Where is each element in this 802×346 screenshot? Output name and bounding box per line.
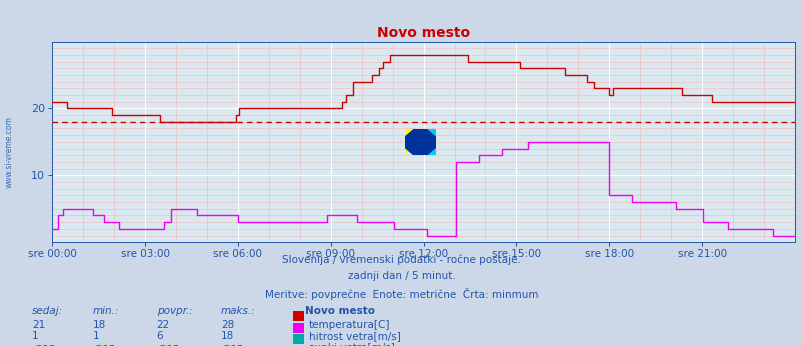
Title: Novo mesto: Novo mesto [377, 26, 469, 40]
Text: 6: 6 [156, 331, 163, 342]
Text: Meritve: povprečne  Enote: metrične  Črta: minmum: Meritve: povprečne Enote: metrične Črta:… [265, 288, 537, 300]
Text: zadnji dan / 5 minut.: zadnji dan / 5 minut. [347, 271, 455, 281]
Text: Slovenija / vremenski podatki - ročne postaje.: Slovenija / vremenski podatki - ročne po… [282, 254, 520, 265]
Text: 1: 1 [32, 331, 38, 342]
Polygon shape [419, 129, 435, 155]
Text: Novo mesto: Novo mesto [305, 306, 375, 316]
Text: -nan: -nan [32, 343, 55, 346]
Text: sunki vetra[m/s]: sunki vetra[m/s] [309, 343, 395, 346]
Text: 18: 18 [221, 331, 234, 342]
Text: 1: 1 [92, 331, 99, 342]
Text: min.:: min.: [92, 306, 119, 316]
Text: maks.:: maks.: [221, 306, 255, 316]
Text: 28: 28 [221, 320, 234, 330]
Text: sedaj:: sedaj: [32, 306, 63, 316]
Text: temperatura[C]: temperatura[C] [309, 320, 390, 330]
Text: 22: 22 [156, 320, 170, 330]
Polygon shape [404, 129, 419, 155]
Text: 18: 18 [92, 320, 106, 330]
Text: 21: 21 [32, 320, 46, 330]
Text: www.si-vreme.com: www.si-vreme.com [5, 116, 14, 188]
Text: hitrost vetra[m/s]: hitrost vetra[m/s] [309, 331, 400, 342]
Text: povpr.:: povpr.: [156, 306, 192, 316]
Text: -nan: -nan [221, 343, 244, 346]
Text: -nan: -nan [92, 343, 115, 346]
Text: -nan: -nan [156, 343, 180, 346]
Polygon shape [404, 129, 435, 155]
